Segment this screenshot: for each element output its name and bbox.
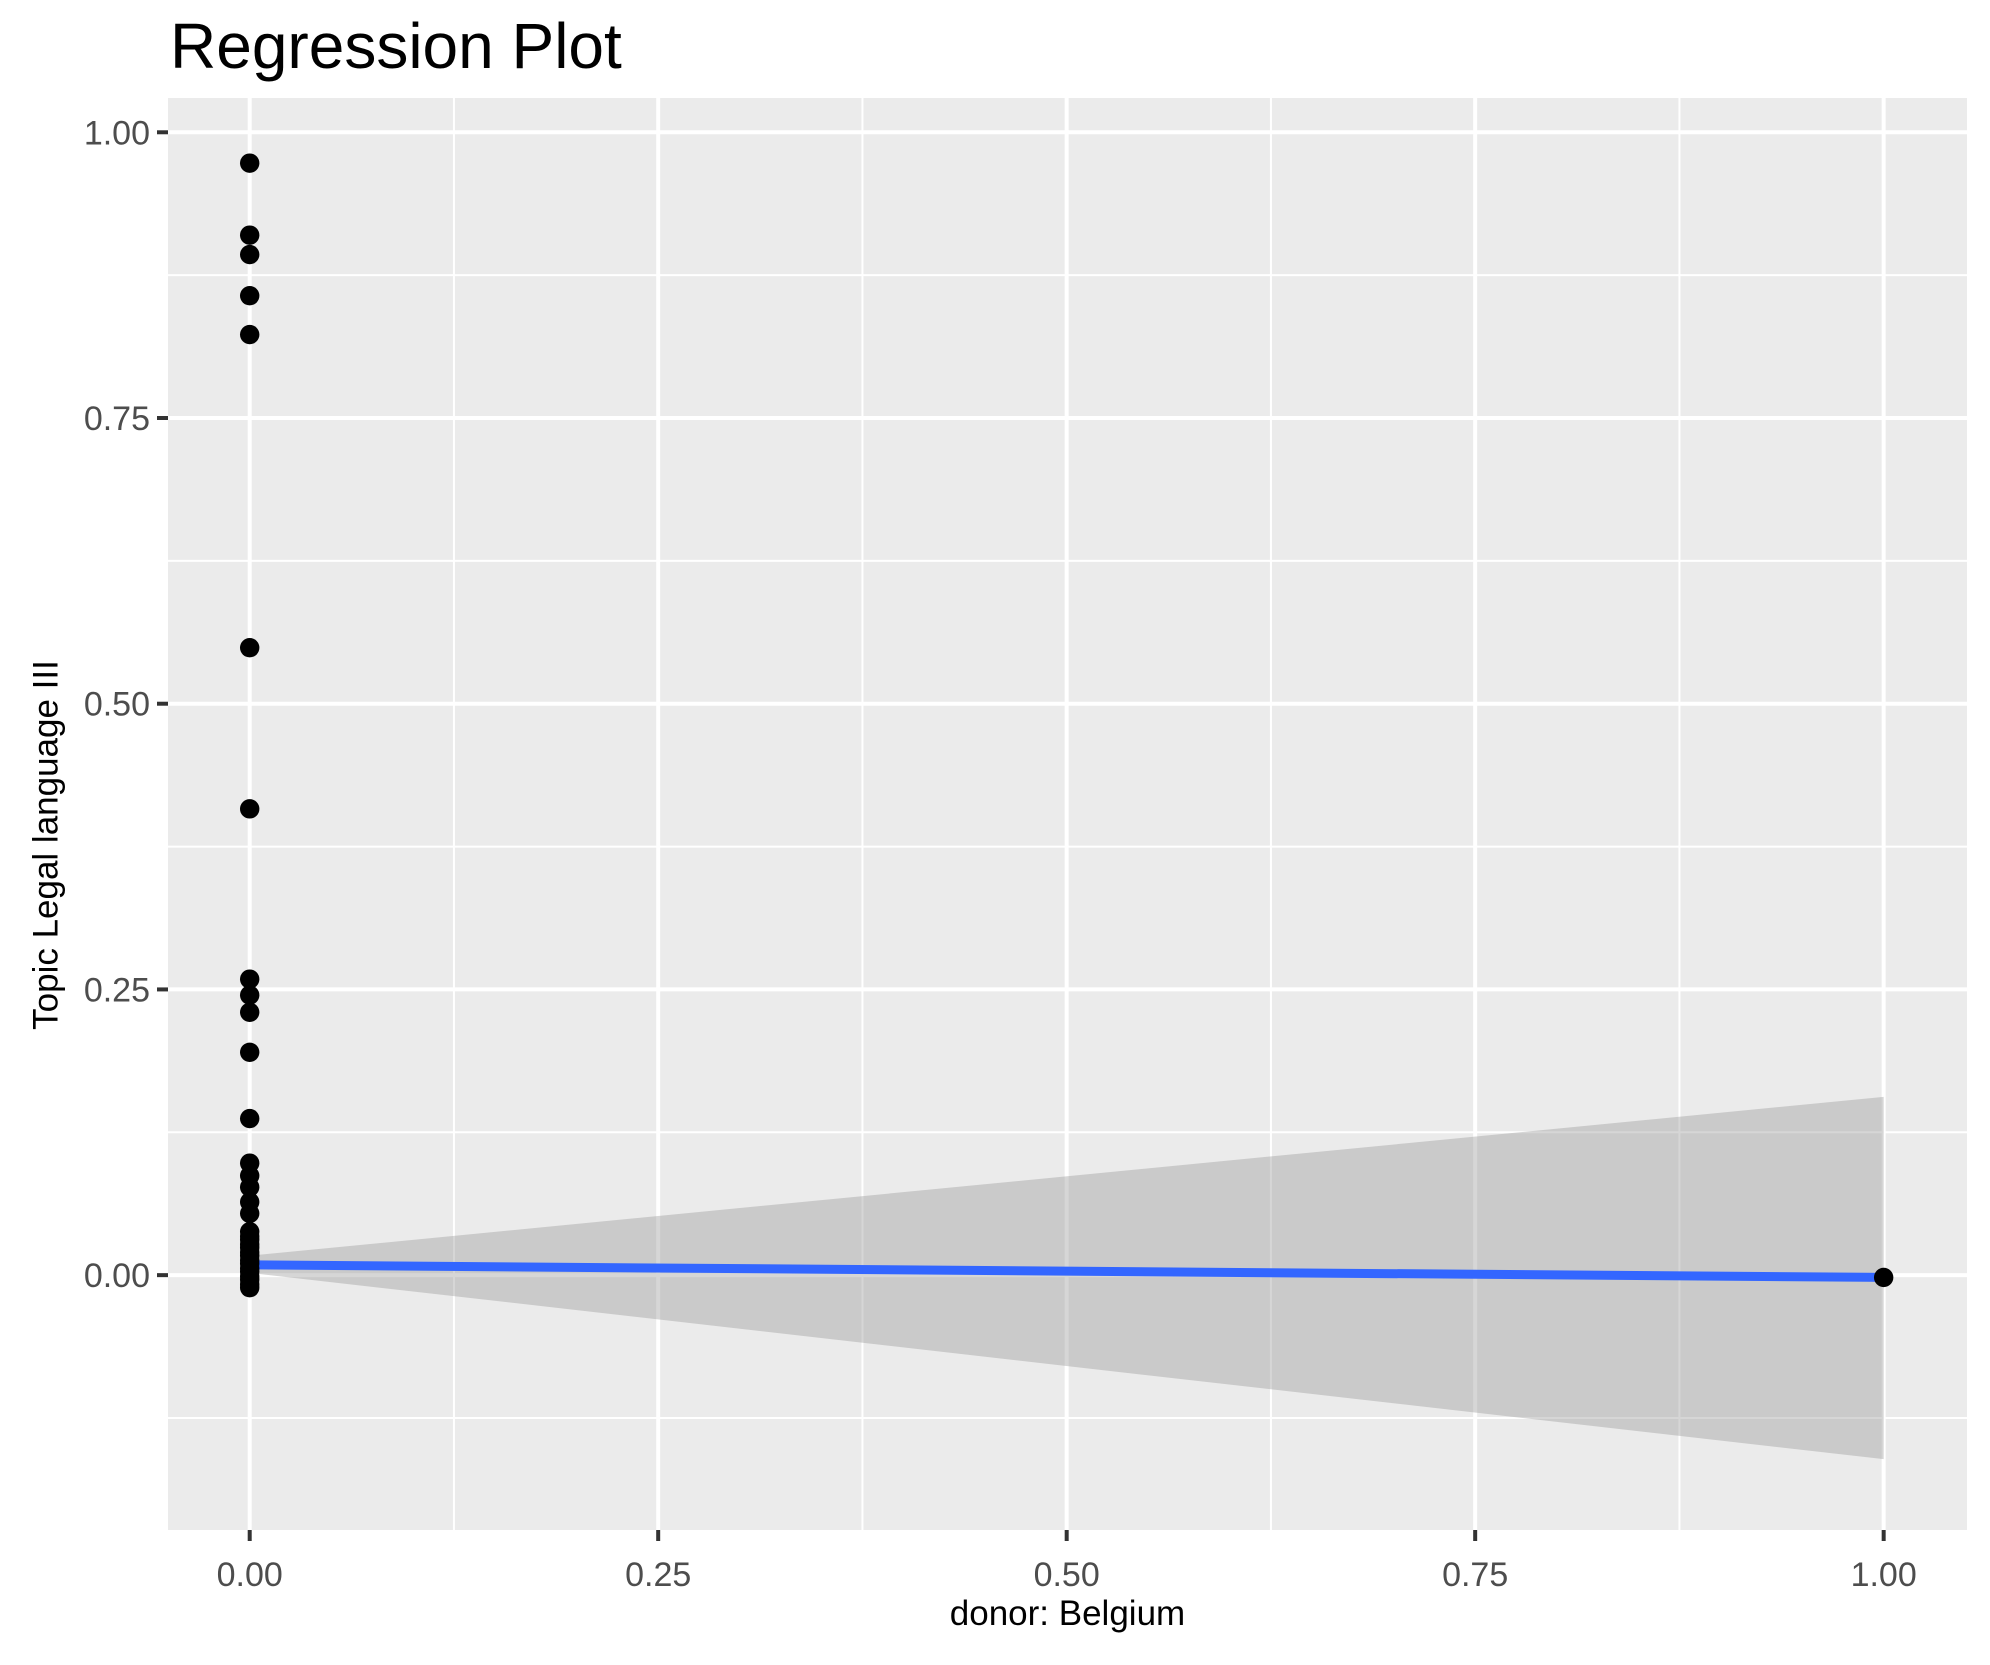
- data-point: [239, 286, 260, 306]
- regression-line: [249, 1260, 1884, 1282]
- data-point: [239, 1108, 260, 1129]
- chart-title: Regression Plot: [170, 10, 622, 82]
- y-tick-label: 0.00: [84, 1257, 150, 1295]
- y-tick-label: 0.50: [84, 686, 150, 724]
- data-point: [239, 799, 260, 819]
- data-point: [239, 969, 260, 989]
- x-tick-label: 1.00: [1851, 1556, 1917, 1594]
- data-point: [239, 1042, 260, 1062]
- data-point: [239, 985, 260, 1005]
- data-point: [239, 1002, 260, 1022]
- x-tick-label: 0.25: [625, 1556, 691, 1594]
- x-tick-label: 0.75: [1442, 1556, 1508, 1594]
- x-tick-label: 0.00: [217, 1556, 283, 1594]
- data-point: [239, 638, 260, 658]
- y-tick-label: 1.00: [84, 114, 150, 152]
- y-axis-title: Topic Legal language III: [26, 660, 66, 1030]
- data-point: [239, 244, 260, 265]
- data-point: [239, 1177, 260, 1197]
- data-point: [239, 153, 260, 173]
- y-tick-label: 0.25: [84, 971, 150, 1009]
- data-point: [1873, 1267, 1894, 1288]
- data-point: [239, 225, 260, 245]
- data-point: [239, 324, 260, 345]
- x-tick-label: 0.50: [1034, 1556, 1100, 1594]
- confidence-band: [249, 1096, 1884, 1460]
- data-point: [239, 1278, 260, 1298]
- x-axis-title: donor: Belgium: [949, 1594, 1186, 1633]
- data-point: [239, 1203, 260, 1224]
- y-tick-label: 0.75: [84, 400, 150, 438]
